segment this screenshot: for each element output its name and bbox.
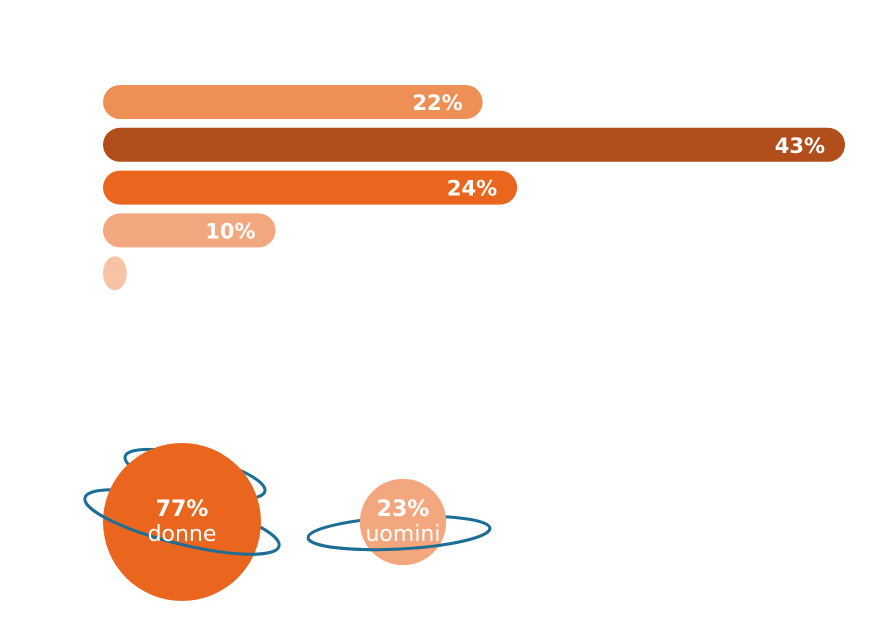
planet-name-label-donne: donne — [148, 522, 217, 547]
bar-chart: 22% 43% 24% 10% — [103, 85, 845, 291]
bar-value-label-4: 10% — [205, 219, 255, 243]
planet-donne: 77%donne — [83, 443, 281, 601]
planet-uomini: 23%uomini — [306, 478, 492, 566]
planet-pct-label-donne: 77% — [156, 497, 209, 522]
bar-3 — [103, 170, 518, 205]
planet-body-uomini — [359, 478, 447, 566]
bar-5 — [103, 256, 127, 291]
planet-body-donne — [103, 443, 261, 601]
bar-4 — [103, 213, 276, 248]
bar-value-label-3: 24% — [447, 177, 497, 201]
bar-value-label-2: 43% — [775, 134, 825, 158]
planet-pct-label-uomini: 23% — [377, 497, 430, 522]
gender-bubble-chart: 77%donne 23%uomini — [83, 443, 492, 601]
orbit-ring-front-uomini — [306, 527, 492, 552]
bar-value-label-1: 22% — [412, 91, 462, 115]
planet-name-label-uomini: uomini — [365, 522, 440, 547]
bar-1 — [103, 85, 483, 119]
bar-2 — [103, 127, 845, 162]
